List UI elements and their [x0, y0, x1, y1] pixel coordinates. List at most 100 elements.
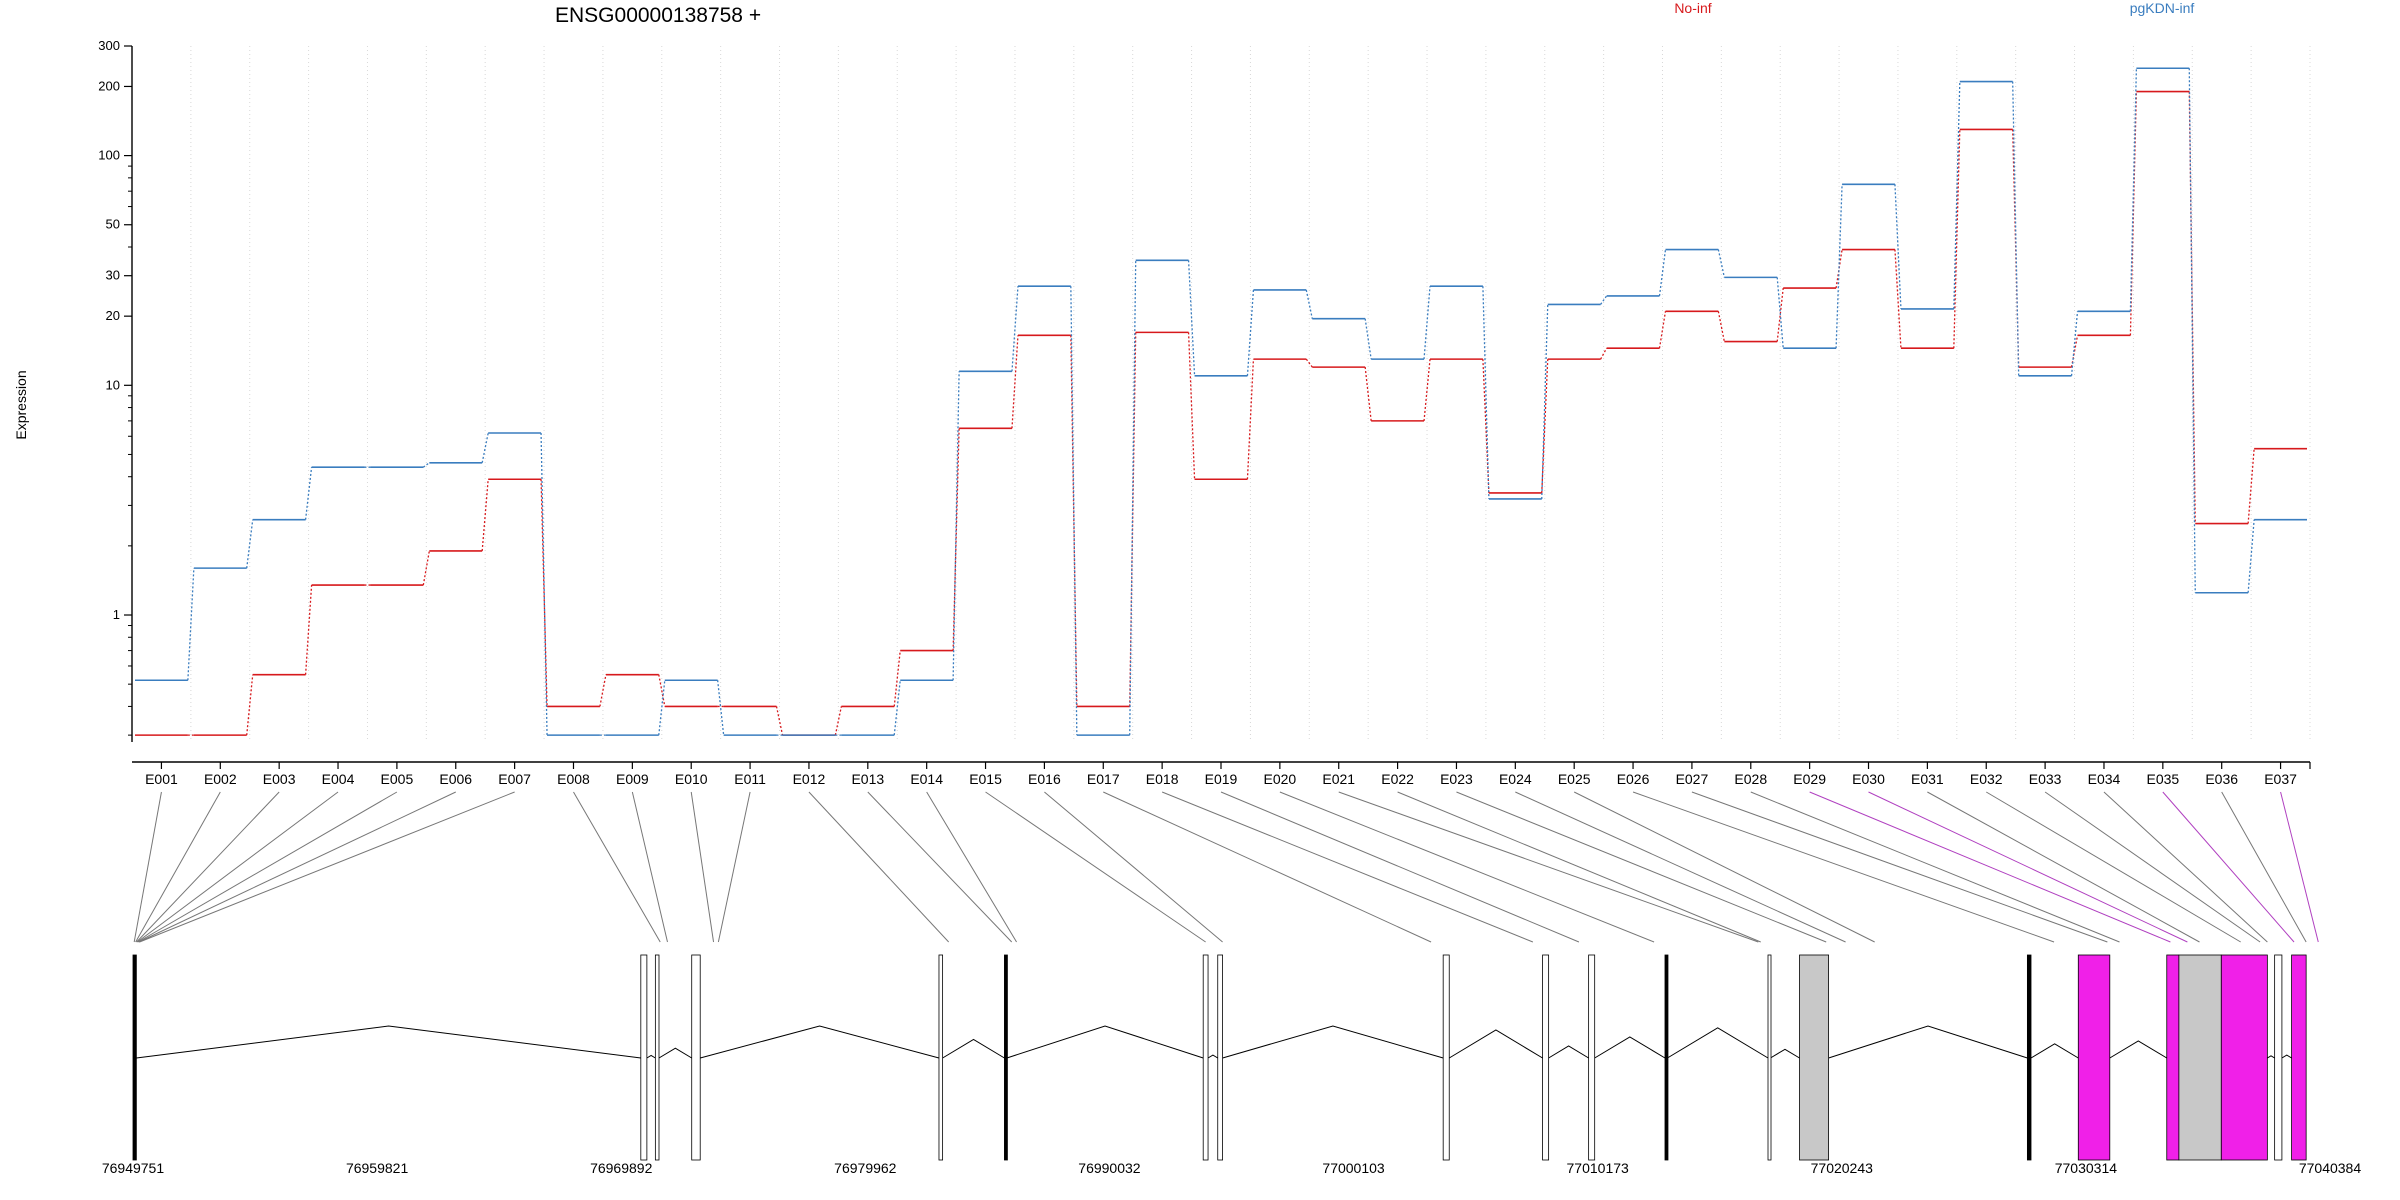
y-tick-label: 10 [106, 377, 120, 392]
exon-connector [2103, 791, 2268, 943]
series-transition [952, 428, 960, 651]
exon-connector [1691, 791, 2108, 943]
exon-block [2077, 954, 2111, 1161]
series-transition [658, 680, 666, 736]
exon-label: E004 [322, 771, 355, 787]
exon-label: E014 [910, 771, 943, 787]
exon-connector [1279, 791, 1655, 943]
chart-title: ENSG00000138758 + [555, 4, 761, 27]
exon-label: E026 [1617, 771, 1650, 787]
intron-line [1207, 1054, 1219, 1059]
intron-line [2109, 1040, 2168, 1059]
exon-label: E001 [145, 771, 178, 787]
series-transition [1658, 249, 1667, 296]
y-tick-label: 100 [98, 148, 120, 163]
series-transition [1776, 288, 1784, 342]
series-transition [1246, 359, 1255, 480]
genomic-coordinate-label: 76949751 [102, 1160, 165, 1176]
exon-block [2291, 954, 2307, 1161]
exon-label: E019 [1205, 771, 1238, 787]
series-transition [304, 585, 313, 675]
exon-label: E011 [734, 771, 766, 787]
exon-label: E031 [1911, 771, 1944, 787]
exon-label: E017 [1087, 771, 1120, 787]
series-transition [893, 680, 901, 736]
series-transition [1305, 289, 1313, 319]
series-transition [540, 479, 548, 707]
genomic-coordinate-label: 77040384 [2299, 1160, 2362, 1176]
exon-block [1202, 954, 1209, 1161]
exon-label: E012 [793, 771, 826, 787]
exon-label: E035 [2146, 771, 2179, 787]
exon-label: E034 [2088, 771, 2121, 787]
series-transition [2070, 311, 2079, 376]
series-transition [1953, 129, 1961, 349]
exon-connector [1103, 791, 1432, 943]
y-tick-label: 200 [98, 78, 120, 93]
exon-connector [2280, 791, 2319, 943]
exon-block [2220, 954, 2268, 1161]
series-transition [1187, 332, 1196, 480]
exon-label: E023 [1440, 771, 1473, 787]
exon-connector [1161, 791, 1534, 943]
genomic-coordinate-axis: 76949751 76959821 76969892 76979962 76990032… [102, 1160, 2362, 1176]
series-transition [1600, 347, 1608, 360]
series-transition [2247, 519, 2255, 593]
exon-connector [926, 791, 1017, 943]
series-transition [1953, 81, 1961, 309]
exon-block [2178, 954, 2222, 1161]
exon-label: E029 [1793, 771, 1826, 787]
exon-block [132, 954, 137, 1161]
exon-block [640, 954, 648, 1161]
genomic-coordinate-label: 77000103 [1322, 1160, 1385, 1176]
series-transition [2188, 68, 2196, 593]
exon-connector [1397, 791, 1761, 943]
series-no-inf [135, 90, 2307, 736]
x-axis-exon-labels: E001 E002 E003 E004 E005 E006 E007 E008 E009 E010… [132, 761, 2311, 787]
exon-connector [573, 791, 661, 943]
exon-connector [1750, 791, 2120, 943]
exon-label: E036 [2205, 771, 2238, 787]
series-transition [2129, 68, 2138, 312]
y-axis: 300 200 100 50 30 20 10 1 [98, 38, 133, 742]
exon-block [2166, 954, 2180, 1161]
exon-connector [1338, 791, 1759, 943]
series-transition [422, 550, 430, 586]
exon-connector [631, 791, 668, 943]
exon-connector [1456, 791, 1827, 943]
y-tick-label: 30 [106, 268, 120, 283]
exon-label: E021 [1322, 771, 1355, 787]
series-transition [717, 680, 725, 736]
exon-label: E015 [969, 771, 1002, 787]
exon-connector [137, 791, 339, 943]
exon-label: E009 [616, 771, 649, 787]
exon-label: E003 [263, 771, 296, 787]
series-transition [1187, 260, 1196, 376]
series-lines [135, 67, 2307, 736]
exon-connector [139, 791, 515, 943]
exon-connectors [133, 791, 2319, 943]
intron-line [700, 1025, 940, 1059]
series-transition [187, 568, 195, 681]
exon-connector [717, 791, 751, 943]
series-transition [1717, 249, 1725, 278]
exon-connector [867, 791, 1013, 943]
intron-line [646, 1054, 656, 1059]
exon-block [1588, 954, 1596, 1161]
series-transition [1835, 184, 1843, 349]
intron-line [1006, 1025, 1204, 1059]
exon-connector [133, 791, 162, 943]
exon-label: E008 [557, 771, 590, 787]
exon-block [1217, 954, 1223, 1161]
series-transition [1011, 335, 1019, 429]
series-transition [2188, 91, 2196, 524]
series-transition [481, 479, 489, 552]
y-tick-label: 20 [106, 308, 120, 323]
exon-label: E037 [2264, 771, 2297, 787]
series-transition [1482, 286, 1490, 499]
series-transition [775, 706, 784, 736]
series-transition [422, 462, 430, 468]
y-tick-label: 1 [113, 607, 120, 622]
exon-connector [1515, 791, 1846, 943]
